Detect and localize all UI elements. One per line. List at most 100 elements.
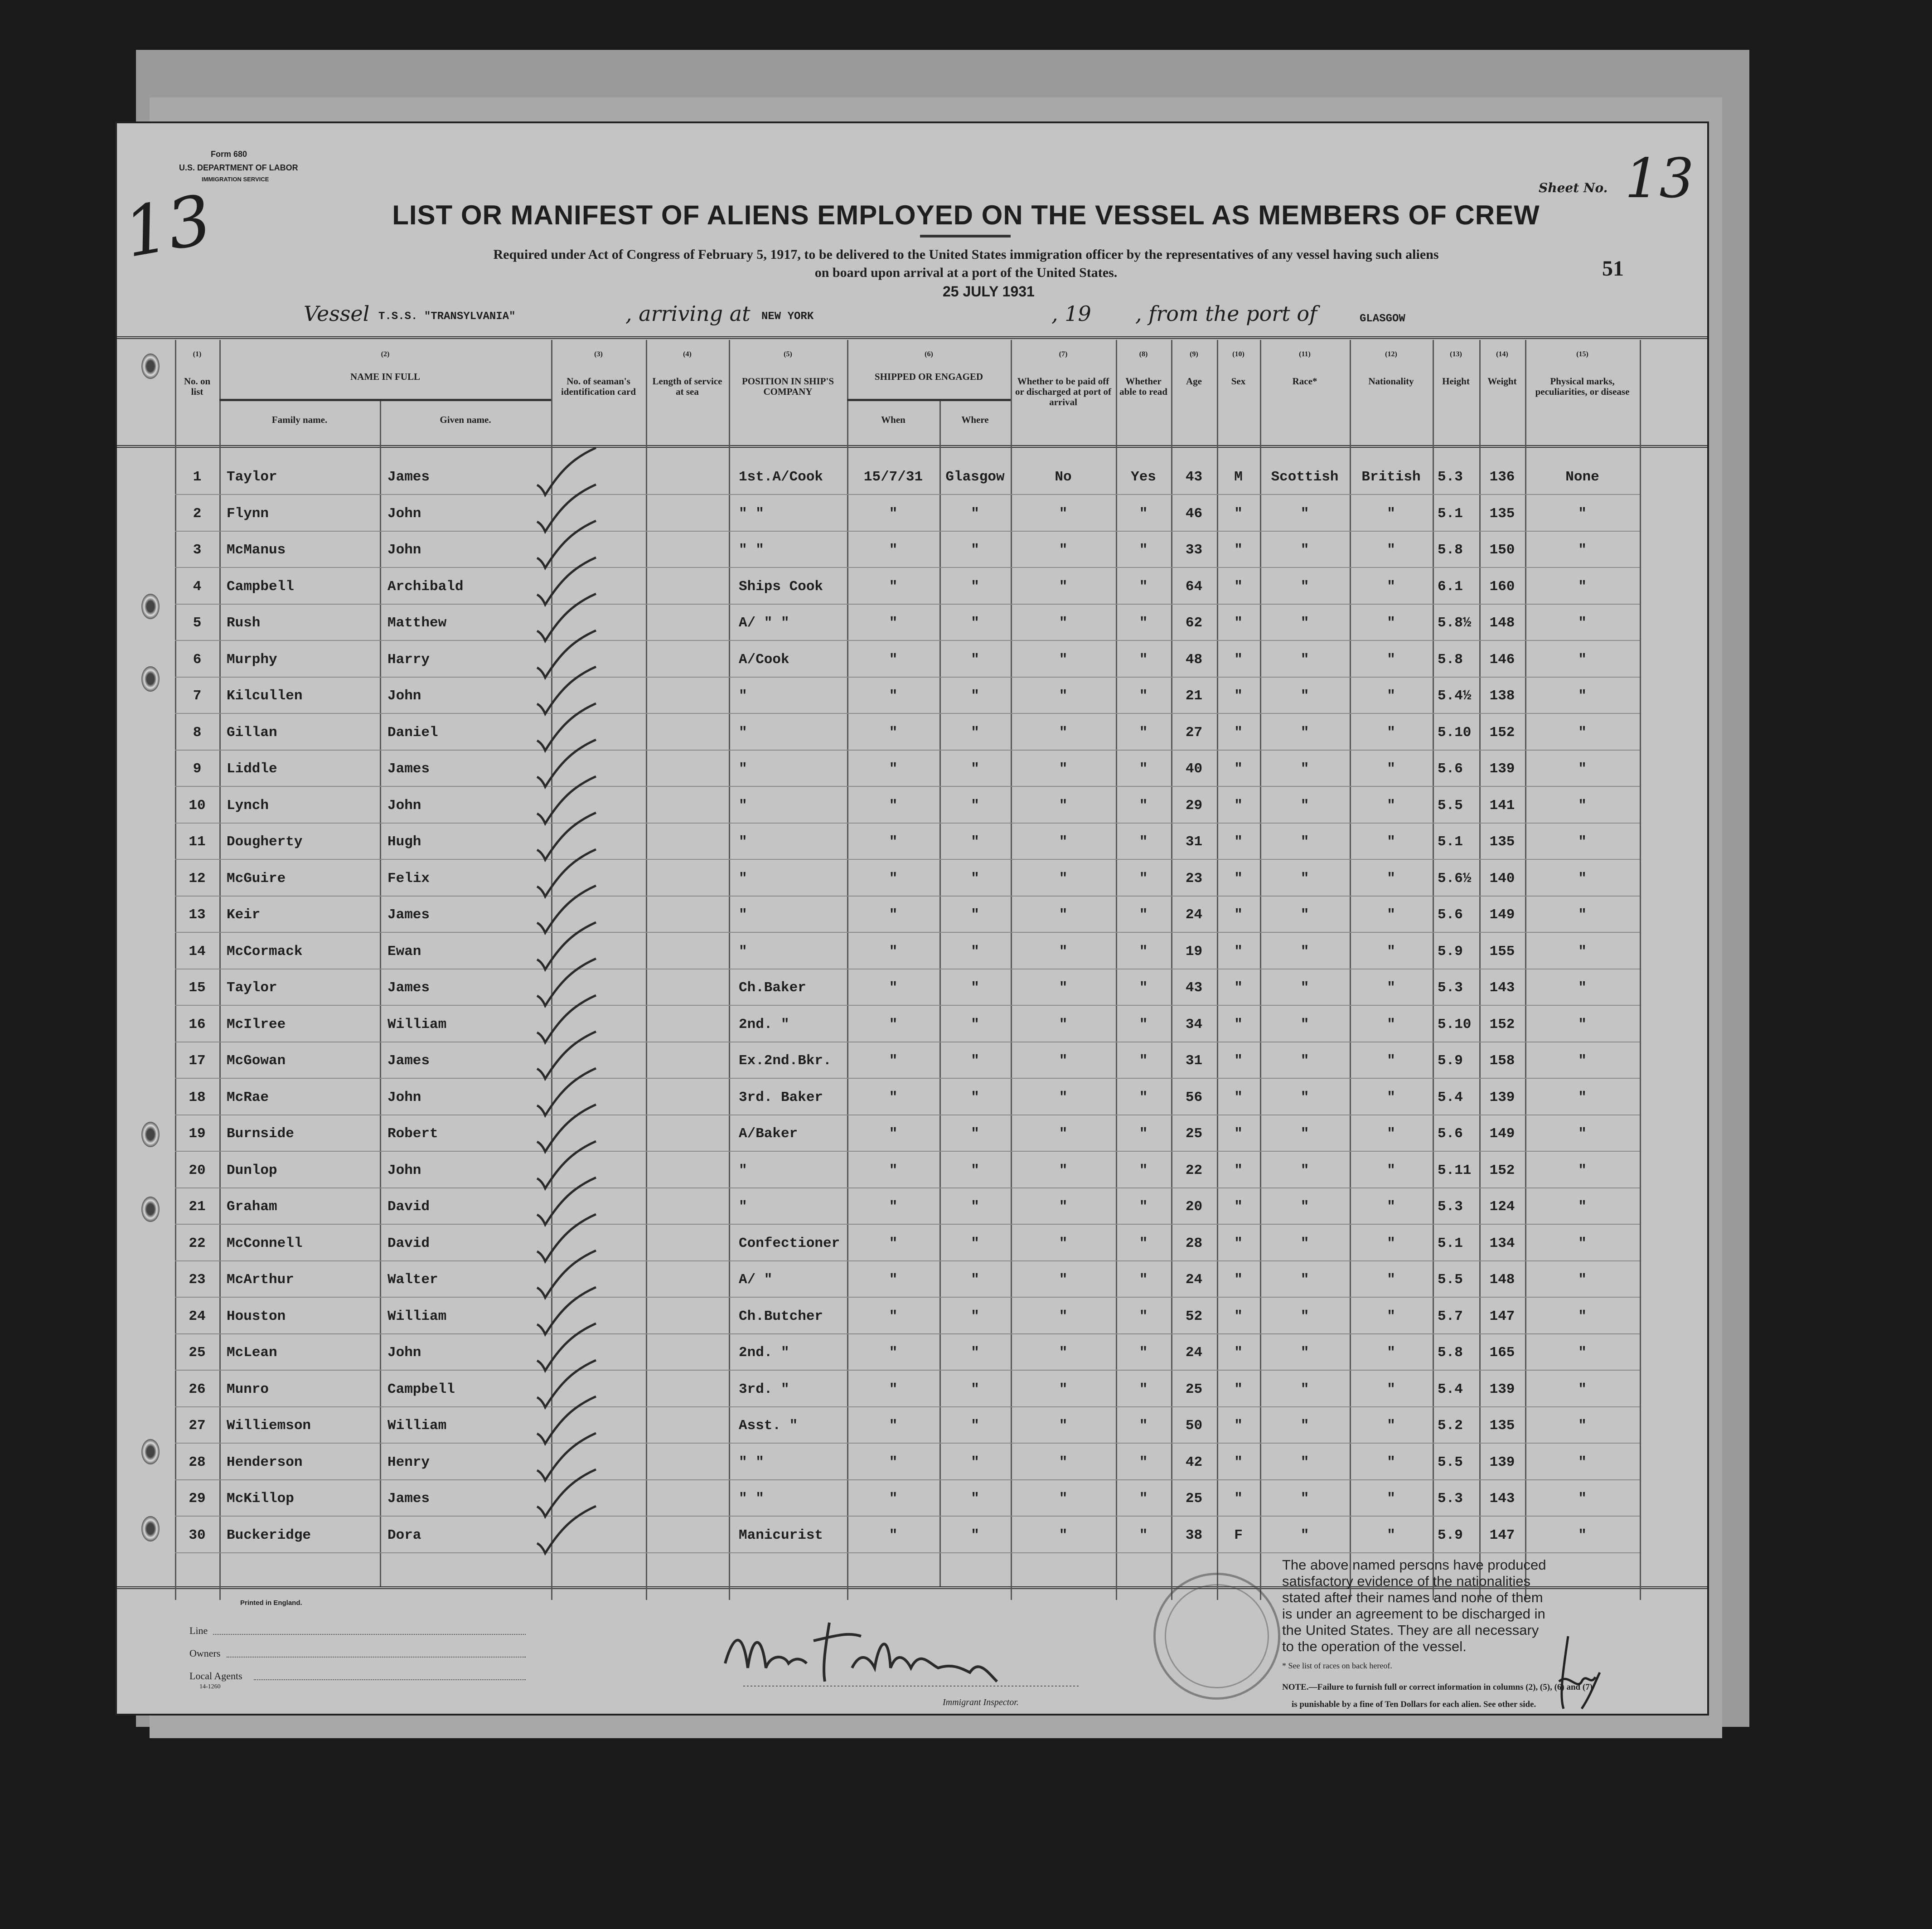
cell-when: " xyxy=(889,1527,898,1543)
cell-position: A/Baker xyxy=(739,1126,798,1142)
cell-no: 23 xyxy=(189,1272,206,1288)
cell-marks: " xyxy=(1578,688,1587,704)
cell-marks: " xyxy=(1578,1345,1587,1361)
cell-age: 64 xyxy=(1185,578,1203,595)
cell-height: 5.8 xyxy=(1438,542,1463,558)
cell-race: " xyxy=(1300,1345,1309,1361)
cell-no: 15 xyxy=(189,980,206,996)
page-title: LIST OR MANIFEST OF ALIENS EMPLOYED ON T… xyxy=(392,200,1540,230)
table-top-rule xyxy=(117,336,1707,339)
cell-no: 21 xyxy=(189,1199,206,1215)
cell-age: 34 xyxy=(1185,1016,1203,1032)
cell-age: 20 xyxy=(1185,1199,1203,1215)
checkmark-icon xyxy=(536,848,597,899)
cell-where: " xyxy=(971,1308,979,1324)
cell-paid: " xyxy=(1059,688,1068,704)
row-rule xyxy=(175,822,1640,824)
cell-where: " xyxy=(971,943,979,960)
cell-when: " xyxy=(889,1053,898,1069)
column-divider xyxy=(847,340,848,1600)
cell-position: 3rd. " xyxy=(739,1381,789,1397)
form-number: Form 680 xyxy=(211,150,247,159)
cell-weight: 135 xyxy=(1489,1418,1515,1434)
cell-sex: " xyxy=(1234,834,1243,850)
cell-height: 5.4 xyxy=(1438,1089,1463,1105)
column-number: (4) xyxy=(683,350,692,358)
checkmark-icon xyxy=(536,1322,597,1373)
cell-sex: " xyxy=(1234,1053,1243,1069)
cell-given: Daniel xyxy=(387,724,438,741)
cell-read: " xyxy=(1139,651,1148,668)
sheet-label: Sheet No. xyxy=(1539,180,1608,195)
cell-marks: " xyxy=(1578,615,1587,631)
cell-age: 24 xyxy=(1185,907,1203,923)
cell-family: Burnside xyxy=(227,1126,294,1142)
row-rule xyxy=(175,1516,1640,1517)
cell-height: 5.9 xyxy=(1438,1527,1463,1543)
cell-sex: " xyxy=(1234,1272,1243,1288)
column-number: (15) xyxy=(1576,350,1588,358)
cell-when: " xyxy=(889,1491,898,1507)
cell-given: Matthew xyxy=(387,615,447,631)
cell-given: Walter xyxy=(387,1272,438,1288)
cell-paid: " xyxy=(1059,615,1068,631)
cell-age: 24 xyxy=(1185,1272,1203,1288)
cell-where: " xyxy=(971,1162,979,1178)
column-divider xyxy=(1011,340,1012,1600)
checkmark-icon xyxy=(536,921,597,972)
cell-given: Dora xyxy=(387,1527,421,1543)
cell-family: McIlree xyxy=(227,1016,286,1032)
cell-weight: 139 xyxy=(1489,761,1515,777)
row-rule xyxy=(175,1443,1640,1444)
cell-marks: None xyxy=(1565,469,1599,485)
cell-race: Scottish xyxy=(1271,469,1339,485)
cell-family: McConnell xyxy=(227,1235,303,1251)
cell-marks: " xyxy=(1578,797,1587,814)
cell-height: 6.1 xyxy=(1438,578,1463,595)
cell-age: 43 xyxy=(1185,980,1203,996)
checkmark-icon xyxy=(536,957,597,1008)
checkmark-icon xyxy=(536,811,597,863)
cell-where: " xyxy=(971,724,979,741)
cell-where: " xyxy=(971,1527,979,1543)
checkmark-icon xyxy=(536,702,597,753)
cell-no: 17 xyxy=(189,1053,206,1069)
column-number: (2) xyxy=(381,350,390,358)
cell-sex: " xyxy=(1234,870,1243,887)
cell-family: Munro xyxy=(227,1381,269,1397)
cell-position: Confectioner xyxy=(739,1235,840,1251)
cell-height: 5.9 xyxy=(1438,943,1463,960)
cell-family: Gillan xyxy=(227,724,277,741)
cell-given: William xyxy=(387,1308,447,1324)
cell-nationality: " xyxy=(1387,797,1395,814)
column-header: NAME IN FULL xyxy=(350,371,420,382)
cell-where: " xyxy=(971,761,979,777)
cell-read: " xyxy=(1139,1454,1148,1470)
cell-family: Taylor xyxy=(227,980,277,996)
column-divider xyxy=(1525,340,1526,1600)
cell-weight: 143 xyxy=(1489,980,1515,996)
cell-race: " xyxy=(1300,615,1309,631)
checkmark-icon xyxy=(536,1140,597,1191)
cell-paid: " xyxy=(1059,505,1068,522)
cell-marks: " xyxy=(1578,1235,1587,1251)
cell-when: " xyxy=(889,688,898,704)
checkmark-icon xyxy=(536,519,597,571)
cell-read: " xyxy=(1139,1345,1148,1361)
cell-weight: 148 xyxy=(1489,1272,1515,1288)
punch-hole xyxy=(141,666,160,692)
checkmark-icon xyxy=(536,1176,597,1227)
owners-field xyxy=(227,1657,526,1658)
cell-sex: M xyxy=(1234,469,1243,485)
cell-when: " xyxy=(889,542,898,558)
cell-race: " xyxy=(1300,834,1309,850)
cell-read: " xyxy=(1139,688,1148,704)
cell-nationality: " xyxy=(1387,1126,1395,1142)
cell-nationality: " xyxy=(1387,578,1395,595)
column-number: (11) xyxy=(1299,350,1311,358)
from-label: , from the port of xyxy=(1135,301,1317,326)
cell-family: Keir xyxy=(227,907,261,923)
cell-position: Manicurist xyxy=(739,1527,823,1543)
cell-no: 4 xyxy=(193,578,202,595)
cell-where: " xyxy=(971,1454,979,1470)
